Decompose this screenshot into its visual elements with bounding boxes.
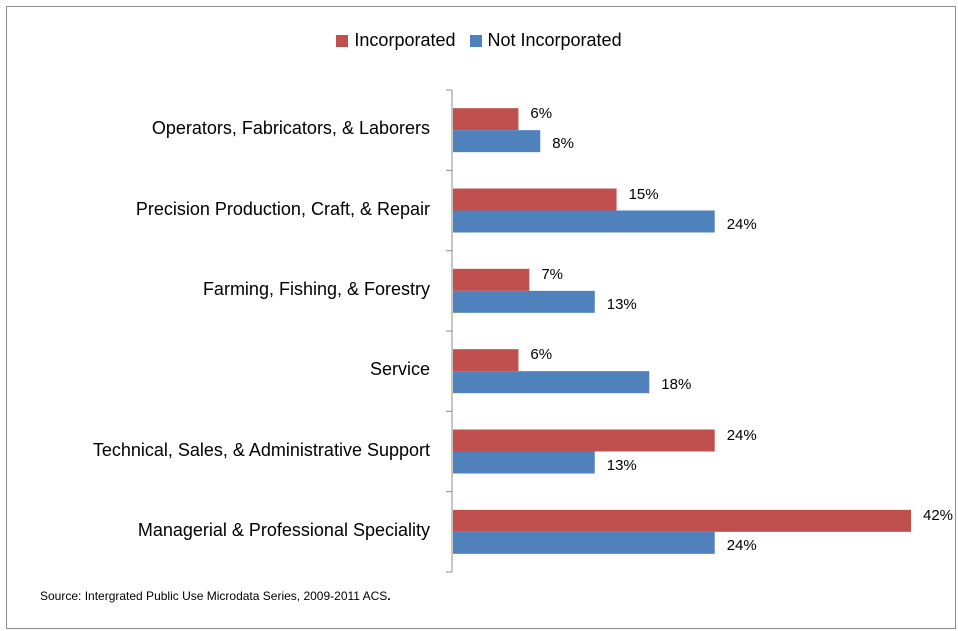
bar-incorporated <box>453 268 530 291</box>
bar-not-incorporated <box>453 210 715 233</box>
bar-incorporated <box>453 188 617 211</box>
bar-incorporated <box>453 108 519 131</box>
bar-incorporated <box>453 429 715 452</box>
data-label: 15% <box>628 185 659 203</box>
data-label: 6% <box>530 105 553 123</box>
legend-swatch-not-incorporated <box>469 34 482 47</box>
legend-label-incorporated: Incorporated <box>354 30 456 50</box>
data-label: 13% <box>606 295 637 313</box>
bar-not-incorporated <box>453 371 650 394</box>
bar-incorporated <box>453 509 911 532</box>
category-label: Service <box>369 359 430 380</box>
bar-not-incorporated <box>453 451 595 474</box>
legend-item-incorporated: Incorporated <box>336 30 456 51</box>
data-label: 24% <box>726 426 757 444</box>
category-label: Operators, Fabricators, & Laborers <box>151 118 430 139</box>
data-label: 13% <box>606 456 637 474</box>
category-label: Farming, Fishing, & Forestry <box>202 278 430 299</box>
bar-not-incorporated <box>453 290 595 313</box>
bar-not-incorporated <box>453 531 715 554</box>
source-suffix: . <box>387 589 391 603</box>
data-label: 7% <box>541 265 564 283</box>
source-text: Source: Intergrated Public Use Microdata… <box>40 589 388 603</box>
data-label: 6% <box>530 346 553 364</box>
legend-swatch-incorporated <box>336 34 349 47</box>
bar-incorporated <box>453 349 519 372</box>
legend-item-not-incorporated: Not Incorporated <box>469 30 622 51</box>
legend-label-not-incorporated: Not Incorporated <box>487 30 622 50</box>
data-label: 18% <box>661 376 692 394</box>
source-note: Source: Intergrated Public Use Microdata… <box>40 589 391 603</box>
data-label: 24% <box>726 215 757 233</box>
category-label: Technical, Sales, & Administrative Suppo… <box>92 439 430 460</box>
bar-not-incorporated <box>453 130 541 153</box>
category-label: Precision Production, Craft, & Repair <box>135 198 430 219</box>
data-label: 42% <box>923 506 954 524</box>
chart-legend: Incorporated Not Incorporated <box>0 30 958 51</box>
data-label: 24% <box>726 536 757 554</box>
category-label: Managerial & Professional Speciality <box>137 519 430 540</box>
data-label: 8% <box>552 135 574 153</box>
